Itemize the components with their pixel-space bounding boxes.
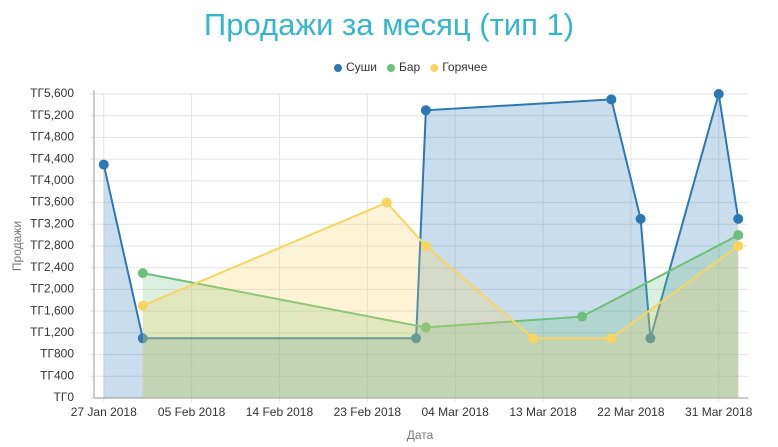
point <box>713 89 724 99</box>
y-tick-label: ТГ400 <box>40 368 74 382</box>
series-line <box>142 201 739 340</box>
point <box>420 241 431 251</box>
x-tick-label: 23 Feb 2018 <box>334 405 402 419</box>
y-tick-label: ТГ4,400 <box>30 151 74 165</box>
x-tick-label: 13 Mar 2018 <box>509 405 577 419</box>
point <box>528 333 539 344</box>
y-tick-label: ТГ2,400 <box>30 260 74 274</box>
point <box>137 300 148 311</box>
point <box>606 94 617 105</box>
series-line <box>142 234 739 329</box>
legend-marker <box>387 64 395 72</box>
y-axis-label: Продажи <box>10 221 24 271</box>
y-tick-label: ТГ2,000 <box>30 282 74 296</box>
legend-item[interactable]: Суши <box>334 60 377 74</box>
x-axis-label: Дата <box>407 428 434 442</box>
x-tick-label: 14 Feb 2018 <box>246 405 314 419</box>
point <box>411 333 422 344</box>
point <box>98 159 109 170</box>
point <box>733 230 744 241</box>
point <box>645 333 656 344</box>
x-tick-label: 05 Feb 2018 <box>158 405 226 419</box>
series-area <box>142 235 739 398</box>
point <box>577 311 588 322</box>
x-tick-label: 31 Mar 2018 <box>685 405 753 419</box>
y-tick-label: ТГ1,600 <box>30 303 74 317</box>
point <box>635 213 646 224</box>
point <box>420 105 431 116</box>
point <box>137 333 148 344</box>
legend-label: Бар <box>399 60 421 74</box>
legend-item[interactable]: Бар <box>387 60 421 74</box>
y-tick-label: ТГ4,800 <box>30 130 74 144</box>
y-tick-label: ТГ5,600 <box>30 86 74 100</box>
chart-title: Продажи за месяц (тип 1) <box>204 7 574 42</box>
point <box>137 268 148 279</box>
x-tick-label: 04 Mar 2018 <box>421 405 489 419</box>
y-tick-label: ТГ3,600 <box>30 195 74 209</box>
y-tick-label: ТГ1,200 <box>30 325 74 339</box>
y-tick-label: ТГ2,800 <box>30 238 74 252</box>
y-tick-label: ТГ0 <box>53 390 74 404</box>
y-tick-label: ТГ3,200 <box>30 216 74 230</box>
y-tick-label: ТГ5,200 <box>30 108 74 122</box>
point <box>420 322 431 333</box>
legend-label: Горячее <box>442 60 487 74</box>
point <box>381 197 392 208</box>
series-area <box>142 202 739 398</box>
x-tick-label: 27 Jan 2018 <box>71 405 137 419</box>
legend-label: Суши <box>346 60 377 74</box>
y-tick-label: ТГ800 <box>40 347 74 361</box>
point <box>606 333 617 344</box>
legend-item[interactable]: Горячее <box>430 60 488 74</box>
legend-marker <box>430 64 439 72</box>
x-tick-label: 22 Mar 2018 <box>597 405 665 419</box>
point <box>733 241 744 251</box>
legend-marker <box>334 64 342 72</box>
point <box>733 213 744 224</box>
y-tick-label: ТГ4,000 <box>30 173 74 187</box>
